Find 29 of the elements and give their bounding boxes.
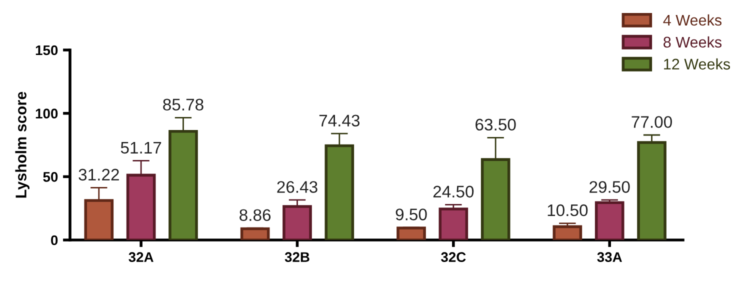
data-label: 10.50: [548, 204, 588, 216]
x-tick-label: 32A: [128, 252, 154, 262]
legend-label: 4 Weeks: [663, 14, 722, 26]
x-tick-label: 32B: [284, 252, 310, 262]
data-label: 51.17: [120, 142, 162, 154]
bar: [396, 226, 426, 240]
data-label: 8.86: [240, 209, 271, 221]
y-axis-title: Lysholm score: [15, 92, 30, 198]
data-label: 74.43: [319, 114, 360, 127]
data-label: 26.43: [277, 181, 318, 193]
bar: [240, 227, 270, 240]
bar: [438, 208, 468, 240]
data-label: 85.78: [163, 98, 204, 111]
data-label: 31.22: [78, 168, 119, 181]
data-label: 63.50: [476, 118, 516, 131]
x-tick-label: 33A: [597, 252, 622, 262]
legend-label: 8 Weeks: [664, 36, 722, 48]
data-label: 9.50: [396, 208, 427, 220]
data-label: 77.00: [632, 116, 672, 128]
y-tick-label: 100: [36, 108, 58, 119]
bar: [552, 225, 582, 240]
y-tick-label: 50: [43, 172, 58, 182]
y-tick-label: 0: [51, 235, 58, 246]
data-label: 29.50: [590, 181, 630, 193]
y-tick-label: 150: [36, 45, 58, 56]
legend-label: 12 Weeks: [664, 58, 730, 70]
bar: [594, 201, 624, 240]
x-tick-label: 32C: [441, 252, 466, 262]
data-label: 24.50: [433, 186, 474, 198]
